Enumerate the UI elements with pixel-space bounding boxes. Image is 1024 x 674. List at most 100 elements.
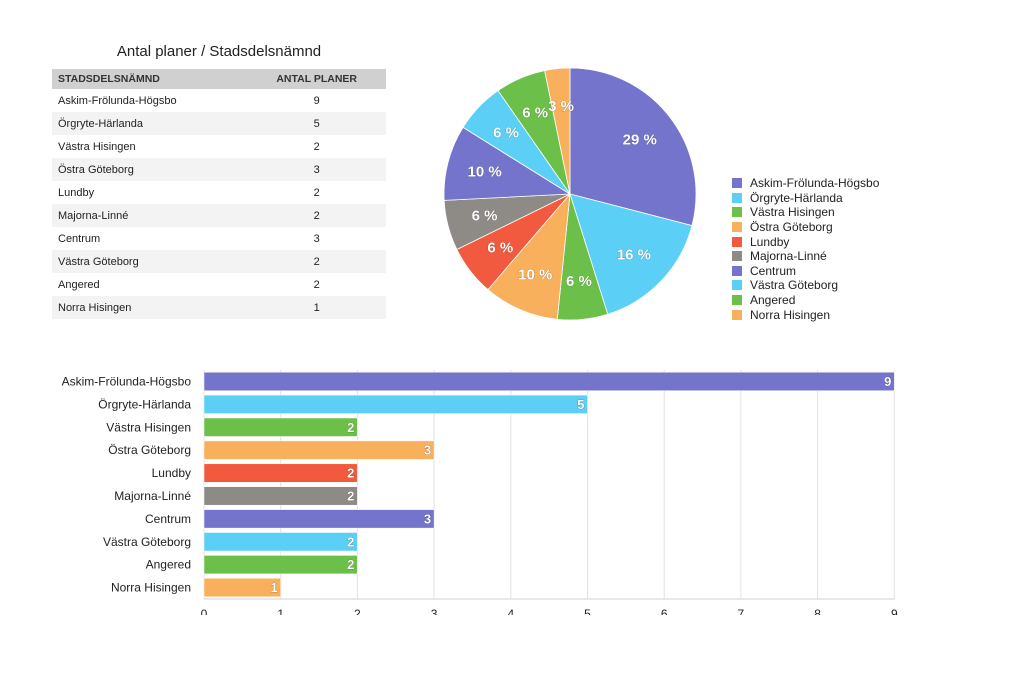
legend-swatch	[732, 207, 742, 218]
x-tick-label: 2	[354, 607, 361, 615]
row-name: Centrum	[58, 232, 101, 245]
bar-value-angered: 2	[347, 557, 354, 572]
row-count: 2	[247, 204, 386, 227]
legend-item-centrum: Centrum	[732, 264, 879, 279]
bar-vastra-hisingen	[203, 417, 358, 437]
row-count: 2	[313, 186, 320, 199]
category-label-ostra-goteborg: Östra Göteborg	[108, 443, 191, 457]
x-tick-label: 5	[584, 607, 591, 615]
legend-item-lundby: Lundby	[732, 234, 879, 249]
row-name: Askim-Frölunda-Högsbo	[58, 94, 177, 107]
bar-value-lundby: 2	[347, 466, 354, 481]
legend-label: Angered	[750, 293, 796, 308]
bar-askim-frolunda-hogsbo	[203, 371, 895, 391]
legend-label: Majorna-Linné	[750, 249, 827, 264]
table-row: Östra Göteborg 3	[52, 158, 386, 181]
header-antal-planer: ANTAL PLANER	[247, 69, 386, 89]
legend-swatch	[732, 309, 742, 320]
bar-value-ostra-goteborg: 3	[424, 443, 431, 458]
pie-legend: Askim-Frölunda-Högsbo Örgryte-Härlanda Väs…	[732, 176, 879, 322]
legend-item-vastra-goteborg: Västra Göteborg	[732, 278, 879, 293]
legend-label: Norra Hisingen	[750, 307, 831, 322]
row-count: 2	[313, 140, 320, 153]
bar-chart: 0 1 2 3 4 5 6 7 8 9 Askim-Frölunda-Högsbo 9 Örgryte-…	[62, 370, 898, 615]
category-label-majorna-linn: Majorna-Linné	[114, 489, 191, 503]
legend-item-askim-frolunda-hogsbo: Askim-Frölunda-Högsbo	[732, 176, 879, 191]
x-tick-label: 3	[431, 607, 438, 615]
pie-label-centrum: 10 %	[468, 163, 502, 180]
legend-item-vastra-hisingen: Västra Hisingen	[732, 205, 879, 220]
data-table: STADSDELSNÄMND ANTAL PLANER Askim-Frölun…	[52, 69, 386, 319]
legend-item-orgryte-harlanda: Örgryte-Härlanda	[732, 191, 879, 206]
pie-label-vastra-hisingen: 6 %	[566, 273, 592, 290]
x-tick-label: 9	[891, 607, 898, 615]
table-row: Lundby 2	[52, 181, 386, 204]
row-count: 9	[313, 94, 320, 107]
row-name: Örgryte-Härlanda	[52, 112, 248, 135]
bar-value-vastra-hisingen: 2	[347, 420, 354, 435]
bar-centrum	[203, 509, 435, 529]
row-count: 3	[247, 158, 386, 181]
legend-swatch	[732, 251, 742, 262]
legend-swatch	[732, 236, 742, 247]
legend-swatch	[732, 192, 742, 203]
pie-slice-orgryte-harlanda	[569, 193, 693, 315]
legend-swatch	[732, 178, 742, 189]
category-label-vastra-hisingen: Västra Hisingen	[106, 420, 191, 434]
pie-slice-norra-hisingen	[544, 67, 571, 195]
category-label-norra-hisingen: Norra Hisingen	[111, 581, 191, 595]
legend-item-angered: Angered	[732, 293, 879, 308]
bar-vastra-goteborg	[203, 532, 358, 552]
table-row: Västra Göteborg 2	[52, 250, 386, 273]
row-count: 1	[247, 296, 386, 319]
pie-label-norra-hisingen: 3 %	[548, 98, 574, 115]
category-label-angered: Angered	[146, 558, 191, 572]
legend-item-majorna-linn: Majorna-Linné	[732, 249, 879, 264]
row-name: Västra Hisingen	[58, 140, 136, 153]
pie-slice-askim-frolunda-hogsbo	[569, 67, 697, 227]
pie-label-orgryte-harlanda: 16 %	[617, 246, 651, 263]
legend-label: Askim-Frölunda-Högsbo	[750, 176, 880, 191]
category-label-lundby: Lundby	[152, 466, 191, 480]
row-name: Östra Göteborg	[52, 158, 248, 181]
legend-label: Centrum	[750, 263, 797, 278]
row-name: Västra Göteborg	[52, 250, 248, 273]
pie-slice-centrum	[443, 126, 572, 201]
x-tick-label: 4	[507, 607, 514, 615]
row-count: 5	[247, 112, 386, 135]
row-count: 3	[313, 232, 320, 245]
x-tick-label: 1	[277, 607, 284, 615]
legend-label: Örgryte-Härlanda	[750, 190, 843, 205]
legend-swatch	[732, 295, 742, 306]
bar-norra-hisingen	[203, 578, 281, 598]
table-header-row: STADSDELSNÄMND ANTAL PLANER	[52, 69, 386, 89]
table-row: Majorna-Linné 2	[52, 204, 386, 227]
legend-item-ostra-goteborg: Östra Göteborg	[732, 220, 879, 235]
bar-value-askim-frolunda-hogsbo: 9	[884, 374, 891, 389]
pie-label-majorna-linn: 6 %	[472, 208, 498, 225]
x-tick-label: 8	[814, 607, 821, 615]
bar-lundby	[203, 463, 358, 483]
pie-label-angered: 6 %	[522, 104, 548, 121]
category-label-askim-frolunda-hogsbo: Askim-Frölunda-Högsbo	[62, 374, 192, 388]
row-count: 2	[247, 250, 386, 273]
table-title: Antal planer / Stadsdelsnämnd	[116, 43, 322, 60]
legend-swatch	[732, 280, 742, 291]
table-row: Askim-Frölunda-Högsbo 9	[52, 89, 386, 112]
category-label-vastra-goteborg: Västra Göteborg	[103, 535, 191, 549]
legend-swatch	[732, 222, 742, 233]
pie-label-ostra-goteborg: 10 %	[518, 267, 552, 284]
category-label-orgryte-harlanda: Örgryte-Härlanda	[98, 397, 191, 411]
legend-swatch	[732, 265, 742, 276]
legend-item-norra-hisingen: Norra Hisingen	[732, 307, 879, 322]
bar-value-majorna-linn: 2	[347, 488, 354, 503]
category-label-centrum: Centrum	[145, 512, 191, 526]
pie-chart: 29 %16 %6 %10 %6 %6 %10 %6 %6 % 3 %	[443, 67, 697, 321]
bar-majorna-linn	[203, 486, 358, 506]
bar-value-orgryte-harlanda: 5	[577, 397, 584, 412]
pie-label-vastra-goteborg: 6 %	[493, 125, 519, 142]
bar-ostra-goteborg	[203, 440, 435, 460]
bar-angered	[203, 555, 358, 575]
table-row: Västra Hisingen 2	[52, 135, 386, 158]
bar-orgryte-harlanda	[203, 394, 588, 414]
